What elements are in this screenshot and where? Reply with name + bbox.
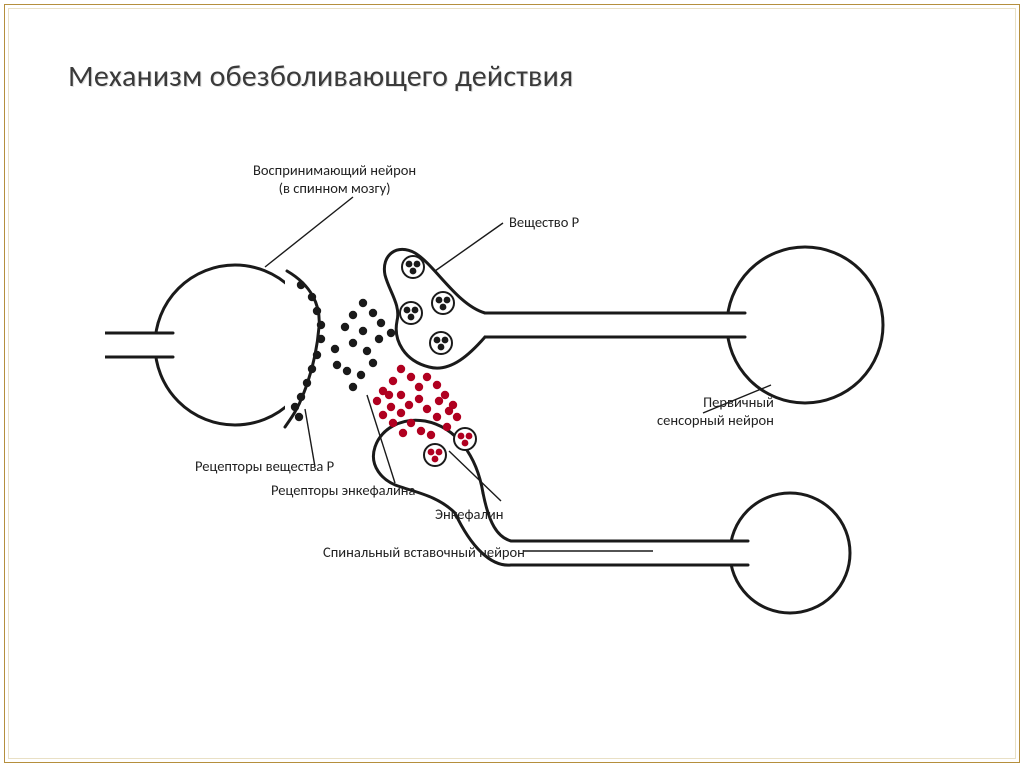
label-text: Воспринимающий нейрон bbox=[253, 161, 416, 179]
label-text: (в спинном мозгу) bbox=[279, 179, 391, 197]
slide-title: Механизм обезболивающего действия bbox=[68, 58, 573, 95]
label-enkephalin: Энкефалин bbox=[435, 505, 503, 523]
label-receptors-enkephalin: Рецепторы энкефалина bbox=[271, 481, 416, 499]
label-perceiving-neuron: Воспринимающий нейрон (в спинном мозгу) bbox=[253, 161, 416, 197]
label-primary-sensory: Первичный сенсорный нейрон bbox=[657, 393, 774, 429]
label-text: сенсорный нейрон bbox=[657, 411, 774, 429]
label-spinal-interneuron: Спинальный вставочный нейрон bbox=[323, 543, 525, 561]
label-substance-p: Вещество P bbox=[509, 213, 579, 231]
diagram-container: Воспринимающий нейрон (в спинном мозгу) … bbox=[105, 155, 905, 635]
label-receptors-p: Рецепторы вещества P bbox=[195, 457, 334, 475]
neuron-diagram-svg bbox=[105, 155, 905, 635]
label-text: Первичный bbox=[703, 393, 774, 411]
